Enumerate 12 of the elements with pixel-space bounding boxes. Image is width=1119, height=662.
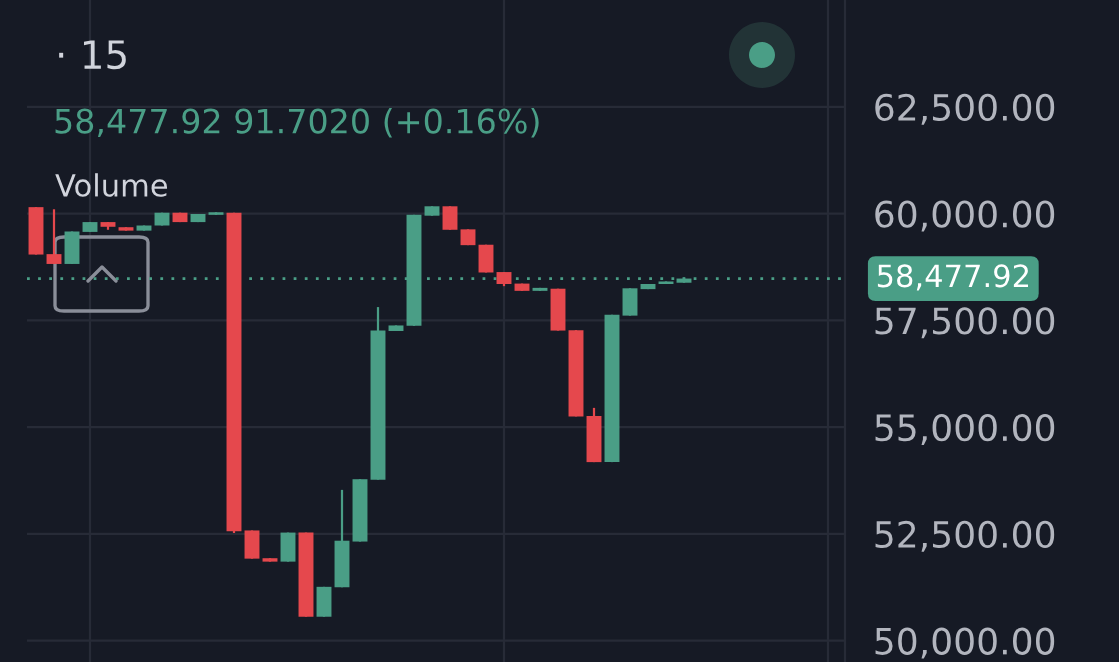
text: 58,477.92 91.7020 (+0.16%) [55,107,539,138]
ref-line-label: 58,477.92 [877,264,1028,291]
y-tick-label: 52,500.00 [875,520,1055,552]
y-tick-label: 60,000.00 [875,200,1055,232]
annotation: Volume [55,173,168,197]
y-tick-label: 62,500.00 [875,93,1055,125]
text: · 15 [59,40,126,70]
candlestick [442,205,458,231]
y-tick-label: 55,000.00 [875,414,1055,446]
y-tick-label: 57,500.00 [875,307,1055,339]
y-tick-label: 50,000.00 [875,627,1055,659]
candlestick [46,208,62,266]
